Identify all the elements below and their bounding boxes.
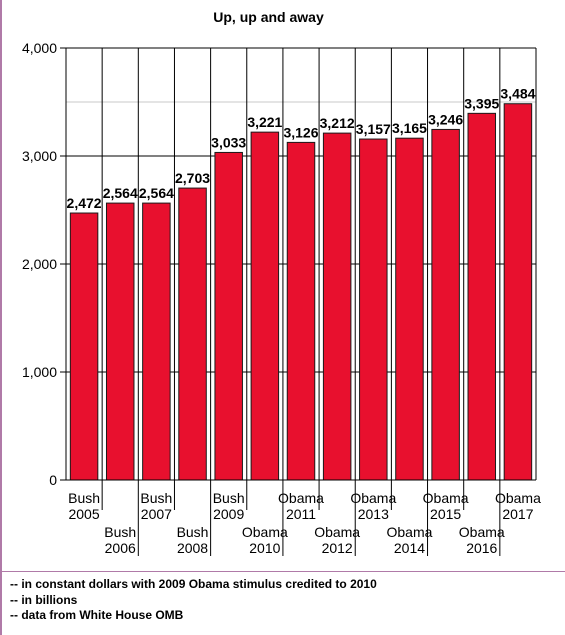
y-tick-labels: 0 1,000 2,000 3,000 4,000	[22, 40, 57, 488]
x-tick-label: 2005	[68, 506, 99, 522]
bar-value-label: 3,221	[247, 114, 282, 130]
bar	[431, 128, 460, 481]
footnote-line: -- data from White House OMB	[10, 608, 184, 622]
bar	[105, 202, 135, 481]
y-tick-label: 4,000	[22, 40, 57, 56]
y-tick-label: 0	[49, 472, 57, 488]
bar	[322, 132, 352, 481]
bar-value-label: 3,484	[500, 86, 535, 102]
bar	[359, 138, 388, 481]
x-tick-label: 2014	[394, 540, 425, 556]
x-tick-label: Bush	[104, 524, 136, 540]
bar	[467, 112, 497, 481]
x-tick-label: Obama	[278, 490, 324, 506]
y-tick-label: 1,000	[22, 364, 57, 380]
x-tick-label: Obama	[242, 524, 288, 540]
bar-value-label: 3,395	[464, 95, 499, 111]
bar	[142, 202, 171, 481]
bar	[178, 187, 207, 481]
bar-value-label: 3,126	[283, 124, 318, 140]
bar	[503, 103, 533, 481]
x-tick-label: 2006	[105, 540, 136, 556]
x-tick-label: Obama	[350, 490, 396, 506]
notes-divider	[0, 571, 565, 572]
x-tick-label: Bush	[177, 524, 209, 540]
bar-value-label: 3,157	[356, 121, 391, 137]
footnotes: -- in constant dollars with 2009 Obama s…	[10, 577, 377, 624]
axes	[60, 47, 537, 481]
x-tick-label: 2017	[502, 506, 533, 522]
x-tick-label: Bush	[68, 490, 100, 506]
bar	[286, 141, 316, 481]
x-tick-label: Obama	[314, 524, 360, 540]
bar	[69, 212, 99, 481]
x-tick-label: 2010	[249, 540, 280, 556]
x-tick-label: 2016	[466, 540, 497, 556]
footnote-line: -- in billions	[10, 592, 78, 607]
x-tick-label: Bush	[140, 490, 172, 506]
bar	[395, 137, 424, 481]
bar-value-label: 2,703	[175, 170, 210, 186]
bar-value-label: 2,472	[67, 195, 102, 211]
grid-lines	[66, 47, 536, 556]
bar	[250, 131, 280, 481]
bar-value-label: 2,564	[103, 185, 138, 201]
bar	[214, 151, 243, 481]
y-tick-label: 2,000	[22, 256, 57, 272]
x-tick-label: Obama	[459, 524, 505, 540]
bar-value-label: 3,165	[392, 120, 427, 136]
x-tick-label: Obama	[495, 490, 541, 506]
bar-value-label: 2,564	[139, 185, 174, 201]
x-tick-label: Obama	[387, 524, 433, 540]
x-tick-label: Bush	[213, 490, 245, 506]
x-tick-label: 2008	[177, 540, 208, 556]
bars	[69, 103, 533, 481]
x-tick-label: 2012	[322, 540, 353, 556]
x-tick-label: 2011	[286, 506, 316, 522]
x-tick-label: 2009	[213, 506, 244, 522]
footnote-line: -- in constant dollars with 2009 Obama s…	[10, 577, 377, 591]
bar-value-label: 3,246	[428, 111, 463, 127]
bar-value-label: 3,212	[320, 115, 355, 131]
frame-left-border	[0, 0, 2, 635]
y-tick-label: 3,000	[22, 148, 57, 164]
x-tick-labels: Bush2005Bush2006Bush2007Bush2008Bush2009…	[68, 490, 541, 556]
x-tick-label: Obama	[423, 490, 469, 506]
x-tick-label: 2015	[430, 506, 461, 522]
x-tick-label: 2007	[141, 506, 172, 522]
x-tick-label: 2013	[358, 506, 389, 522]
bar-value-label: 3,033	[211, 134, 246, 150]
chart-title: Up, up and away	[213, 9, 324, 25]
